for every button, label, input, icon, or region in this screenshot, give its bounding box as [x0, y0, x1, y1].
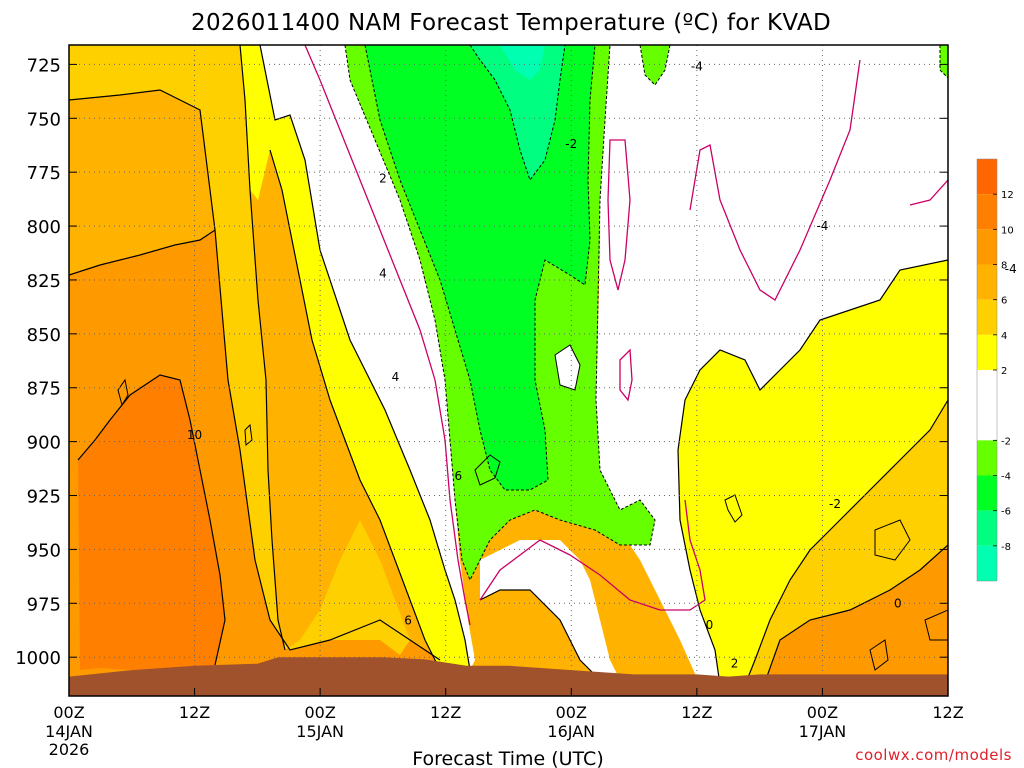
y-tick-label: 875 — [27, 379, 61, 400]
contour-label: 2 — [731, 657, 739, 671]
colorbar-bin — [977, 370, 997, 441]
field-band-neg8-neg10 — [500, 45, 545, 80]
contour-label: 6 — [454, 469, 462, 483]
colorbar-bin — [977, 299, 997, 335]
contour-label: 4 — [379, 266, 387, 280]
field-band-4-6-right — [745, 400, 948, 696]
contours-warm — [69, 45, 948, 696]
x-tick-sublabel: 17JAN — [799, 722, 847, 741]
x-tick-label: 00Z — [304, 703, 335, 722]
field-band-4-6 — [69, 45, 410, 655]
colorbar-tick-label: -4 — [1001, 472, 1011, 483]
plot-area — [69, 45, 948, 696]
x-tick-label: 12Z — [932, 703, 963, 722]
y-tick-label: 825 — [27, 271, 61, 292]
x-tick-label: 00Z — [53, 703, 84, 722]
field-band-2-4-right — [678, 260, 948, 685]
colorbar-tick-label: 8 — [1001, 261, 1007, 272]
contour-labels: -4 -2 2 -4 4 -4 2 4 4 10 6 -2 6 0 6 0 8 2 — [187, 60, 1017, 671]
contour-label: -4 — [1005, 262, 1017, 276]
grid-lines — [69, 45, 948, 696]
contour-label: 10 — [187, 428, 202, 442]
x-tick-label: 00Z — [556, 703, 587, 722]
x-tick-label: 12Z — [681, 703, 712, 722]
field-band-2-4 — [240, 45, 470, 670]
y-tick-label: 950 — [27, 540, 61, 561]
colorbar-tick-label: 2 — [1001, 366, 1007, 377]
colorbar-bin — [977, 475, 997, 511]
x-tick-label: 12Z — [430, 703, 461, 722]
colorbar-bin — [977, 440, 997, 476]
contour-label: -2 — [829, 497, 841, 511]
x-tick-sublabel: 14JAN — [45, 722, 93, 741]
x-tick-sublabel: 15JAN — [296, 722, 344, 741]
y-tick-label: 800 — [27, 217, 61, 238]
field-band-neg2-neg4-b — [640, 45, 670, 85]
contour-label: -2 — [565, 137, 577, 151]
chart-title: 2026011400 NAM Forecast Temperature (ºC)… — [191, 10, 831, 36]
contour-label: 6 — [404, 614, 412, 628]
plot-frame — [68, 44, 949, 697]
y-tick-label: 750 — [27, 109, 61, 130]
y-tick-label: 925 — [27, 487, 61, 508]
colorbar: 12 10 8 6 4 2 -2 -4 -6 -8 — [976, 158, 1014, 582]
y-tick-label: 900 — [27, 433, 61, 454]
colorbar-bin — [977, 264, 997, 300]
x-axis-label: Forecast Time (UTC) — [412, 748, 603, 768]
credit-text: coolwx.com/models — [855, 746, 1012, 764]
y-tick-label: 850 — [27, 325, 61, 346]
contours-zero — [304, 45, 948, 626]
y-tick-label: 775 — [27, 163, 61, 184]
colorbar-bin — [977, 334, 997, 370]
colorbar-tick-label: 6 — [1001, 296, 1007, 307]
x-tick-label: 00Z — [807, 703, 838, 722]
colorbar-tick-label: 12 — [1001, 190, 1014, 201]
colorbar-tick-label: -2 — [1001, 436, 1011, 447]
colorbar-bin — [977, 545, 997, 581]
contour-label: 2 — [379, 172, 387, 186]
colorbar-bin — [977, 159, 997, 195]
y-tick-label: 975 — [27, 594, 61, 615]
colorbar-tick-label: 10 — [1001, 225, 1014, 236]
colorbar-bin — [977, 510, 997, 546]
contours-cold — [344, 45, 948, 582]
contour-label: 0 — [706, 618, 714, 632]
contour-label: 0 — [894, 596, 902, 610]
field-band-6-8 — [69, 90, 215, 275]
x-tick-sublabel: 2026 — [49, 740, 90, 759]
colorbar-bin — [977, 229, 997, 265]
contours-small — [117, 344, 948, 671]
colorbar-tick-label: -8 — [1001, 542, 1011, 553]
contour-label: -4 — [816, 219, 828, 233]
contour-label: -4 — [691, 60, 703, 74]
x-tick-label: 12Z — [179, 703, 210, 722]
contour-label: 4 — [392, 370, 400, 384]
y-tick-label: 725 — [27, 55, 61, 76]
field-band-neg6-neg8 — [470, 45, 565, 180]
field-band-white — [260, 45, 475, 670]
colorbar-bin — [977, 194, 997, 230]
colorbar-tick-label: 4 — [1001, 331, 1007, 342]
y-tick-label: 1000 — [15, 648, 61, 669]
field-band-white-2 — [595, 45, 948, 685]
colorbar-tick-label: -6 — [1001, 507, 1011, 518]
x-tick-sublabel: 16JAN — [547, 722, 595, 741]
field-band-neg2-neg4-c — [940, 45, 948, 78]
field-band-10-12 — [78, 375, 225, 675]
terrain-surface — [69, 657, 948, 696]
